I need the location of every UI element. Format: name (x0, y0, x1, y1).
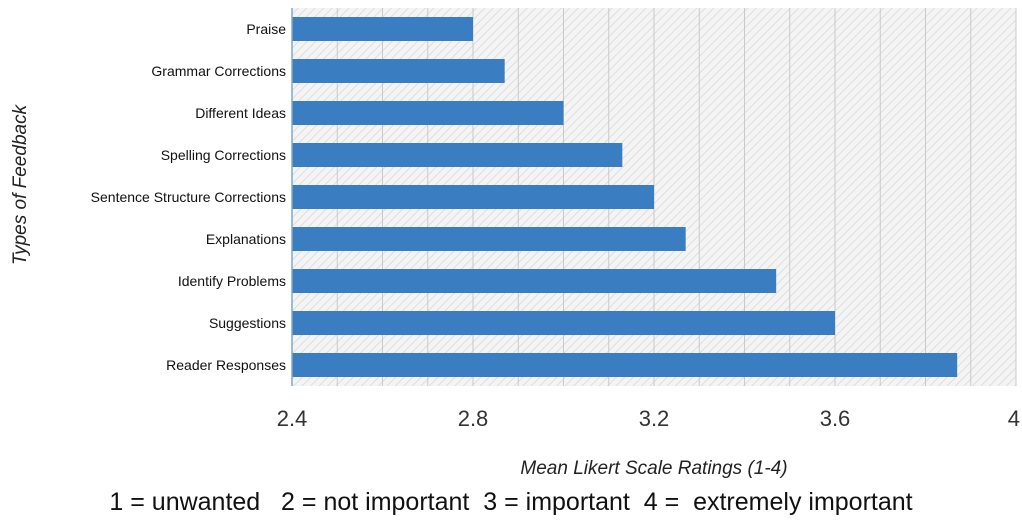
y-tick-label: Reader Responses (166, 357, 286, 373)
y-axis-label: Types of Feedback (10, 103, 31, 265)
rating-scale-legend: 1 = unwanted 2 = not important 3 = impor… (109, 488, 913, 516)
x-tick-label: 4 (1008, 406, 1020, 431)
x-tick-label: 3.2 (639, 406, 670, 431)
y-tick-label: Spelling Corrections (161, 147, 286, 163)
y-tick-label: Suggestions (209, 315, 286, 331)
bar-different-ideas (292, 101, 564, 125)
x-tick-label: 2.8 (458, 406, 489, 431)
bars (292, 17, 958, 377)
x-tick-labels: 2.4 2.8 3.2 3.6 4 (277, 406, 1020, 431)
bar-spelling-corrections (292, 143, 623, 167)
y-tick-label: Explanations (206, 231, 286, 247)
bar-praise (292, 17, 473, 41)
y-tick-label: Different Ideas (195, 105, 286, 121)
y-tick-label: Praise (246, 21, 286, 37)
x-axis-label: Mean Likert Scale Ratings (1-4) (520, 458, 787, 479)
bar-grammar-corrections (292, 59, 505, 83)
y-tick-label: Grammar Corrections (151, 63, 286, 79)
x-tick-label: 3.6 (820, 406, 851, 431)
bar-suggestions (292, 311, 835, 335)
bar-explanations (292, 227, 686, 251)
bar-identify-problems (292, 269, 777, 293)
bar-sentence-structure-corrections (292, 185, 654, 209)
bar-reader-responses (292, 353, 958, 377)
y-tick-labels: Praise Grammar Corrections Different Ideas… (91, 21, 287, 373)
x-tick-label: 2.4 (277, 406, 308, 431)
y-tick-label: Sentence Structure Corrections (91, 189, 286, 205)
y-tick-label: Identify Problems (178, 273, 286, 289)
